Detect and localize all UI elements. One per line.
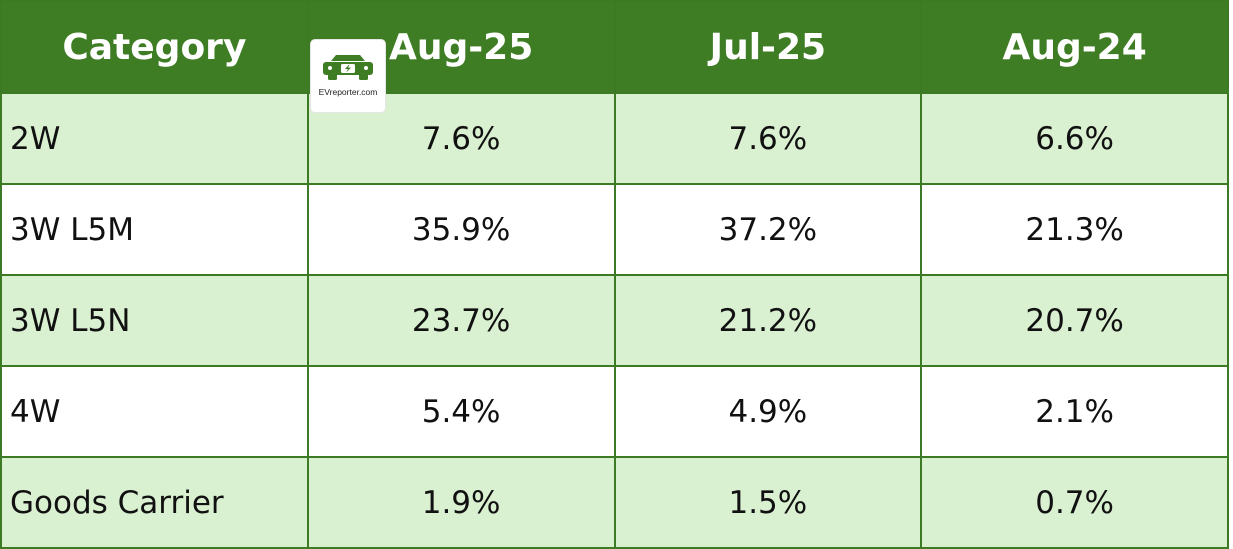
header-category: Category <box>0 0 309 94</box>
category-cell: Goods Carrier <box>0 456 309 549</box>
value-cell: 23.7% <box>306 274 616 367</box>
table-row: Goods Carrier 1.9% 1.5% 0.7% <box>0 456 1229 549</box>
logo-text: EVreporter.com <box>318 87 378 97</box>
header-row: Category Aug-25 Jul-25 Aug-24 <box>0 0 1229 94</box>
table-row: 3W L5N 23.7% 21.2% 20.7% <box>0 274 1229 367</box>
evreporter-logo: EVreporter.com <box>311 40 385 112</box>
value-cell: 37.2% <box>613 183 923 276</box>
ev-car-bolt-icon <box>323 55 373 80</box>
table-row: 3W L5M 35.9% 37.2% 21.3% <box>0 183 1229 276</box>
category-cell: 3W L5M <box>0 183 309 276</box>
value-cell: 1.5% <box>613 456 923 549</box>
category-cell: 3W L5N <box>0 274 309 367</box>
category-cell: 4W <box>0 365 309 458</box>
header-jul-25: Jul-25 <box>613 0 923 94</box>
category-cell: 2W <box>0 92 309 185</box>
value-cell: 20.7% <box>920 274 1229 367</box>
value-cell: 7.6% <box>613 92 923 185</box>
header-aug-24: Aug-24 <box>920 0 1229 94</box>
value-cell: 6.6% <box>920 92 1229 185</box>
value-cell: 21.2% <box>613 274 923 367</box>
value-cell: 1.9% <box>306 456 616 549</box>
value-cell: 2.1% <box>920 365 1229 458</box>
value-cell: 0.7% <box>920 456 1229 549</box>
value-cell: 4.9% <box>613 365 923 458</box>
value-cell: 21.3% <box>920 183 1229 276</box>
value-cell: 5.4% <box>306 365 616 458</box>
value-cell: 35.9% <box>306 183 616 276</box>
table-row: 4W 5.4% 4.9% 2.1% <box>0 365 1229 458</box>
table-row: 2W 7.6% 7.6% 6.6% <box>0 92 1229 185</box>
